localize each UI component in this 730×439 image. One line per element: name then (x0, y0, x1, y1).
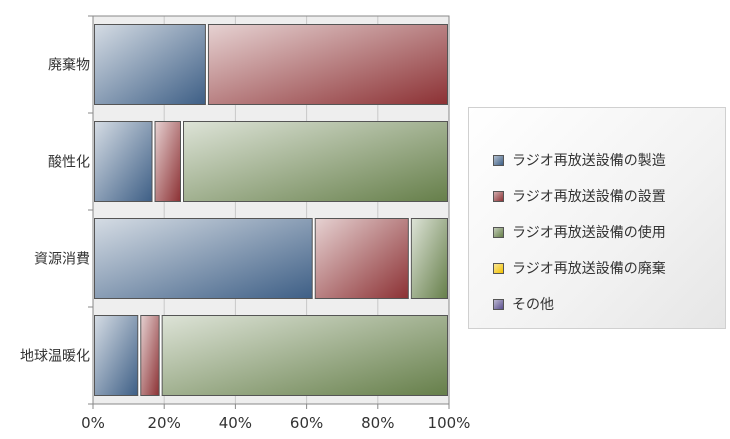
band-gap (93, 307, 449, 316)
bar-segment (94, 24, 206, 105)
legend-label-use: ラジオ再放送設備の使用 (512, 225, 666, 241)
bar-segment (94, 315, 139, 396)
bar-segment (154, 121, 182, 202)
legend-item-other: その他 (493, 286, 666, 322)
legend-swatch-installation (493, 190, 504, 202)
legend-list: ラジオ再放送設備の製造 ラジオ再放送設備の設置 ラジオ再放送設備の使用 ラジオ再… (493, 142, 666, 322)
legend-swatch-disposal (493, 262, 504, 274)
bar-segment (161, 315, 448, 396)
x-tick-20: 20% (148, 414, 181, 432)
legend-label-other: その他 (512, 297, 554, 313)
axes (88, 15, 450, 409)
legend-swatch-other (493, 298, 504, 310)
x-tick-100: 100% (428, 414, 471, 432)
legend-label-disposal: ラジオ再放送設備の廃棄 (512, 261, 666, 277)
x-tick-labels: 0% 20% 40% 60% 80% 100% (81, 414, 470, 432)
band-gap (93, 113, 449, 122)
grid (92, 16, 450, 404)
x-tick-60: 60% (290, 414, 323, 432)
bar-segment (207, 24, 448, 105)
x-tick-40: 40% (219, 414, 252, 432)
band-gap (93, 104, 449, 113)
band-gap (93, 395, 449, 404)
legend-item-use: ラジオ再放送設備の使用 (493, 214, 666, 250)
legend-swatch-manufacture (493, 154, 504, 166)
legend-label-manufacture: ラジオ再放送設備の製造 (512, 153, 666, 169)
band-gap (93, 16, 449, 25)
category-label-sanseika: 酸性化 (48, 155, 90, 171)
legend-item-installation: ラジオ再放送設備の設置 (493, 178, 666, 214)
band-gap (93, 298, 449, 307)
category-label-haikibutsu: 廃棄物 (48, 57, 90, 74)
category-label-shigen-shohi: 資源消費 (34, 252, 90, 268)
band-gap (93, 201, 449, 210)
bar-segment (94, 121, 153, 202)
x-tick-80: 80% (361, 414, 394, 432)
band-gap (93, 210, 449, 219)
legend-item-manufacture: ラジオ再放送設備の製造 (493, 142, 666, 178)
category-label-chikyu-ondanka: 地球温暖化 (20, 349, 90, 365)
bar-segment (94, 218, 313, 299)
legend-swatch-use (493, 226, 504, 238)
bar-segment (410, 218, 448, 299)
legend: ラジオ再放送設備の製造 ラジオ再放送設備の設置 ラジオ再放送設備の使用 ラジオ再… (468, 107, 726, 329)
category-labels: 廃棄物 酸性化 資源消費 地球温暖化 (20, 57, 90, 365)
legend-item-disposal: ラジオ再放送設備の廃棄 (493, 250, 666, 286)
bars (94, 24, 448, 396)
bar-segment (183, 121, 448, 202)
x-tick-0: 0% (81, 414, 105, 432)
bar-segment (140, 315, 160, 396)
bar-segment (314, 218, 409, 299)
legend-label-installation: ラジオ再放送設備の設置 (512, 189, 666, 205)
